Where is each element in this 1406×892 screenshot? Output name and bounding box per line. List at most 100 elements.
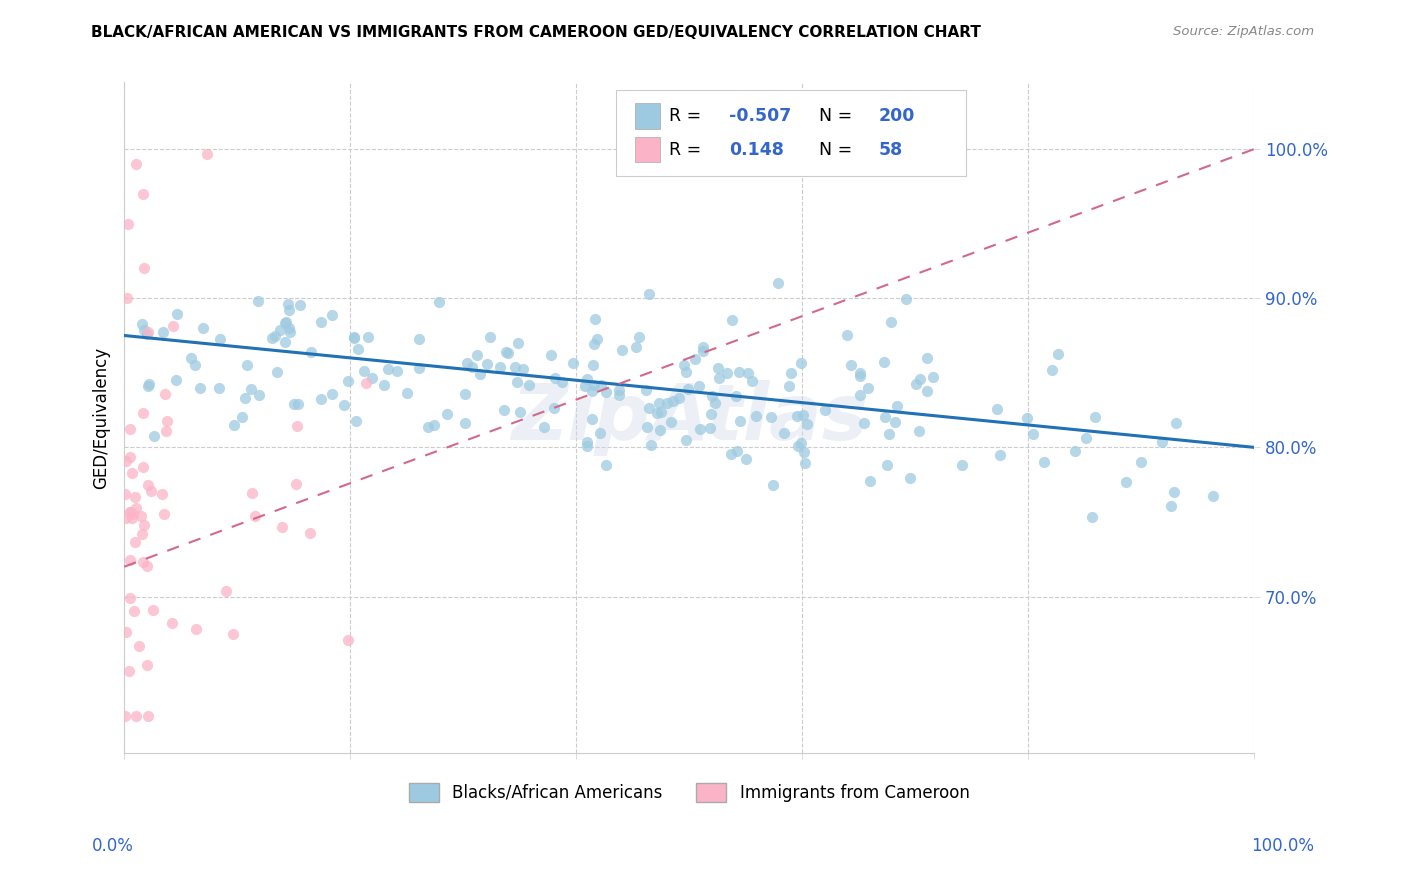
Point: [193, 321, 215, 335]
Point: [657, 396, 679, 410]
Point: [343, 329, 366, 343]
Point: [873, 355, 896, 369]
Point: [336, 632, 359, 647]
Point: [1166, 417, 1188, 431]
Text: N =: N =: [820, 141, 852, 159]
Point: [1063, 443, 1085, 458]
Point: [1160, 500, 1182, 514]
Text: Source: ZipAtlas.com: Source: ZipAtlas.com: [1174, 25, 1315, 38]
Point: [427, 294, 450, 309]
Point: [787, 439, 810, 453]
Point: [880, 315, 903, 329]
Text: 200: 200: [879, 107, 915, 125]
Point: [246, 294, 269, 309]
Point: [1080, 509, 1102, 524]
Point: [792, 408, 814, 422]
Point: [115, 454, 138, 468]
Point: [465, 348, 488, 362]
Point: [233, 392, 256, 406]
Point: [166, 307, 188, 321]
Point: [155, 424, 177, 438]
Point: [454, 386, 477, 401]
Point: [125, 500, 148, 515]
Point: [1074, 431, 1097, 445]
Point: [793, 456, 815, 470]
Point: [240, 486, 263, 500]
Point: [222, 418, 245, 433]
Text: 0.148: 0.148: [728, 141, 783, 159]
Point: [512, 362, 534, 376]
Point: [609, 388, 631, 402]
FancyBboxPatch shape: [616, 90, 966, 176]
Point: [165, 373, 187, 387]
Point: [285, 419, 308, 434]
Point: [575, 435, 598, 450]
Point: [479, 330, 502, 344]
Point: [152, 325, 174, 339]
Point: [160, 615, 183, 630]
Point: [231, 410, 253, 425]
Point: [716, 366, 738, 380]
Point: [759, 409, 782, 424]
Point: [848, 388, 870, 402]
Point: [180, 351, 202, 365]
Point: [132, 261, 155, 276]
Point: [517, 377, 540, 392]
Point: [115, 510, 138, 524]
Point: [706, 361, 728, 376]
Point: [586, 331, 609, 345]
Point: [675, 434, 697, 448]
Point: [676, 382, 699, 396]
Point: [685, 351, 707, 366]
Point: [768, 276, 790, 290]
Text: -0.507: -0.507: [728, 107, 792, 125]
Point: [311, 315, 333, 329]
Point: [153, 386, 176, 401]
Point: [835, 328, 858, 343]
Point: [117, 217, 139, 231]
Point: [509, 405, 531, 419]
Point: [287, 397, 309, 411]
Point: [908, 424, 931, 438]
Point: [156, 414, 179, 428]
FancyBboxPatch shape: [636, 137, 659, 162]
Point: [354, 376, 377, 391]
Point: [725, 444, 748, 458]
Point: [115, 291, 138, 305]
Point: [638, 401, 661, 415]
Point: [395, 386, 418, 401]
Point: [858, 381, 880, 395]
Point: [489, 360, 512, 375]
Point: [849, 369, 872, 384]
Point: [285, 477, 308, 491]
Point: [454, 416, 477, 430]
Point: [278, 325, 301, 339]
Point: [208, 333, 231, 347]
Point: [699, 421, 721, 435]
Point: [692, 343, 714, 358]
Point: [136, 709, 159, 723]
Point: [793, 445, 815, 459]
Point: [589, 426, 612, 441]
Point: [574, 379, 596, 393]
Point: [124, 535, 146, 549]
Point: [1163, 484, 1185, 499]
Point: [506, 336, 529, 351]
Point: [503, 359, 526, 374]
Point: [247, 388, 270, 402]
Point: [373, 378, 395, 392]
Point: [271, 520, 294, 534]
Point: [122, 605, 145, 619]
Point: [790, 356, 813, 370]
Point: [761, 478, 783, 492]
Point: [1115, 475, 1137, 489]
Point: [118, 506, 141, 520]
Point: [333, 398, 356, 412]
Point: [886, 399, 908, 413]
Point: [262, 331, 284, 345]
Point: [610, 343, 633, 357]
Text: R =: R =: [669, 141, 702, 159]
Point: [720, 447, 742, 461]
Point: [908, 371, 931, 385]
Text: 0.0%: 0.0%: [91, 837, 134, 855]
